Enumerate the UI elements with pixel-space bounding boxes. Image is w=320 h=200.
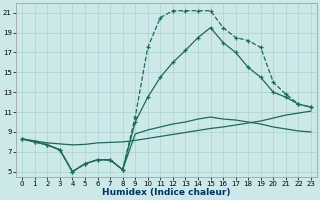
X-axis label: Humidex (Indice chaleur): Humidex (Indice chaleur): [102, 188, 231, 197]
